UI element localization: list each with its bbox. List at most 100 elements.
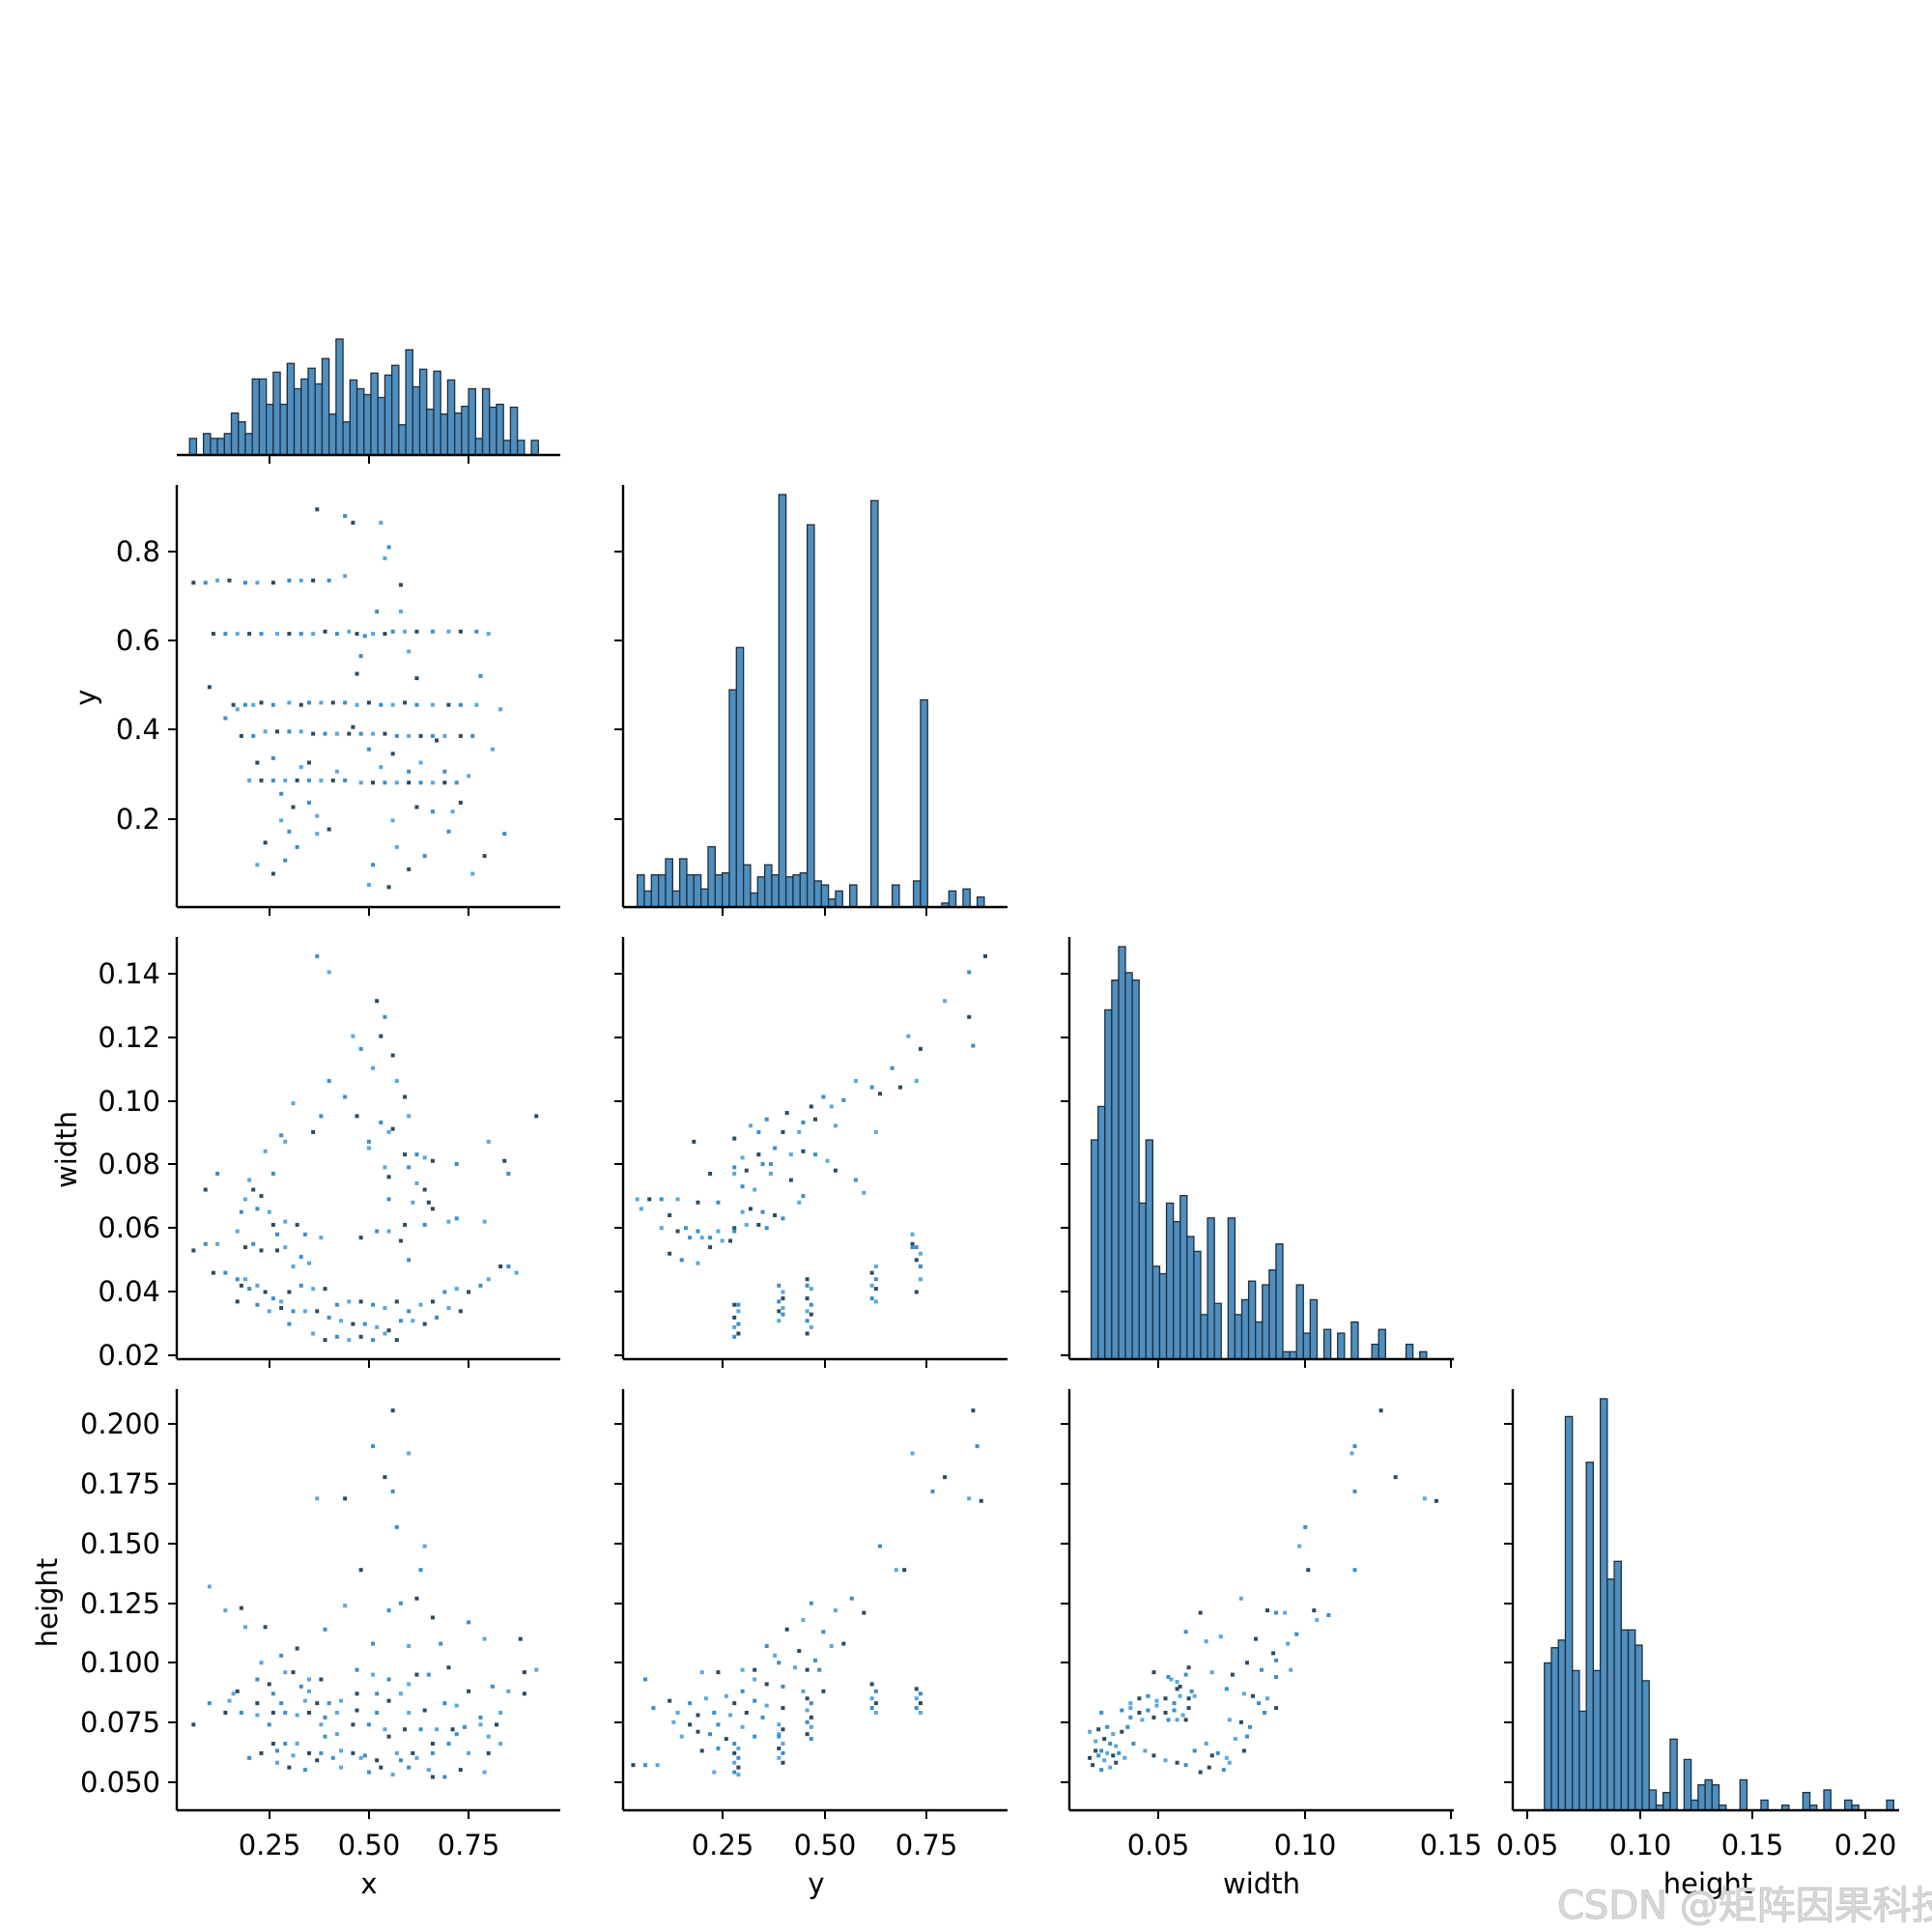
scatter-point — [334, 1732, 339, 1737]
scatter-point — [375, 1229, 380, 1234]
scatter-point — [732, 1760, 737, 1765]
scatter-point — [1186, 1696, 1191, 1701]
scatter-point — [414, 702, 419, 707]
scatter-point — [467, 1689, 471, 1693]
scatter-point — [383, 781, 387, 785]
scatter-point — [375, 610, 380, 614]
scatter-point — [211, 1270, 215, 1275]
scatter-point — [1198, 1770, 1203, 1775]
scatter-point — [943, 999, 948, 1004]
scatter-point — [247, 1178, 252, 1182]
scatter-point — [1169, 1677, 1174, 1682]
scatter-point — [307, 1689, 312, 1693]
scatter-point — [231, 1691, 236, 1696]
xtick-y-050: 0.50 — [794, 1829, 857, 1861]
scatter-point — [295, 1713, 299, 1718]
scatter-point — [267, 1682, 271, 1687]
hist-bar — [728, 689, 737, 908]
scatter-point — [259, 700, 264, 705]
hist-bar — [300, 378, 309, 456]
scatter-point — [358, 1046, 363, 1051]
hist-bar — [1104, 1009, 1113, 1360]
scatter-point — [777, 1309, 781, 1314]
scatter-point — [450, 810, 455, 814]
scatter-point — [494, 1722, 498, 1727]
scatter-point — [247, 1755, 252, 1760]
ytick-height-0100: 0.100 — [80, 1646, 160, 1679]
scatter-point — [411, 1750, 415, 1755]
scatter-point — [478, 673, 483, 678]
scatter-point — [347, 1338, 352, 1343]
scatter-point — [631, 1763, 636, 1768]
scatter-point — [371, 1302, 376, 1307]
scatter-point — [274, 632, 279, 637]
scatter-point — [474, 702, 479, 707]
scatter-point — [355, 671, 359, 676]
scatter-point — [362, 634, 367, 639]
scatter-point — [383, 632, 387, 637]
scatter-point — [327, 827, 331, 832]
scatter-point — [841, 1641, 846, 1646]
scatter-point — [355, 632, 359, 637]
scatter-point — [315, 832, 320, 837]
scatter-point — [418, 760, 423, 765]
scatter-point — [821, 1094, 826, 1099]
scatter-point — [383, 555, 387, 560]
scatter-point — [809, 1737, 813, 1742]
scatter-point — [1186, 1706, 1191, 1711]
scatter-point — [371, 1641, 376, 1646]
hist-bar — [1255, 1321, 1264, 1360]
scatter-point — [411, 1319, 415, 1323]
scatter-point — [307, 800, 312, 805]
scatter-point — [371, 1338, 376, 1343]
panel-3-1 — [614, 1389, 1008, 1819]
scatter-point — [386, 1229, 391, 1234]
scatter-point — [386, 1608, 391, 1613]
hist-bar — [1578, 1710, 1587, 1811]
scatter-point — [914, 1706, 919, 1711]
hist-bar — [1592, 1669, 1602, 1811]
ytick-width-010: 0.10 — [98, 1085, 160, 1118]
scatter-point — [862, 1190, 867, 1195]
scatter-point — [805, 1667, 810, 1672]
scatter-point — [869, 1706, 874, 1711]
scatter-point — [918, 1046, 923, 1051]
scatter-point — [1253, 1636, 1258, 1641]
scatter-point — [486, 632, 491, 637]
scatter-point — [1247, 1724, 1252, 1729]
scatter-point — [869, 1696, 874, 1701]
scatter-point — [242, 1197, 247, 1202]
scatter-point — [675, 1229, 680, 1234]
scatter-point — [251, 702, 256, 707]
scatter-point — [239, 1605, 243, 1610]
hist-bar — [244, 433, 253, 456]
scatter-point — [1099, 1768, 1104, 1773]
scatter-point — [753, 1187, 757, 1192]
hist-bar — [1405, 1343, 1414, 1360]
scatter-point — [784, 1111, 789, 1116]
scatter-point — [403, 1727, 408, 1732]
hist-bar — [1711, 1784, 1720, 1811]
scatter-point — [267, 1209, 271, 1214]
scatter-point — [315, 1758, 320, 1763]
scatter-point — [764, 1644, 769, 1649]
scatter-point — [287, 700, 292, 705]
scatter-point — [777, 1283, 781, 1288]
scatter-point — [375, 1758, 380, 1763]
xlabel-y: y — [808, 1867, 824, 1900]
scatter-point — [902, 1568, 907, 1573]
scatter-point — [1306, 1568, 1311, 1573]
scatter-point — [841, 1097, 846, 1102]
scatter-point — [744, 1711, 749, 1716]
scatter-point — [1183, 1630, 1188, 1634]
ytick-height-0150: 0.150 — [80, 1527, 160, 1560]
scatter-point — [334, 632, 339, 637]
scatter-point — [1215, 1750, 1220, 1755]
scatter-point — [390, 752, 395, 756]
scatter-point — [362, 1321, 367, 1326]
scatter-point — [801, 1617, 806, 1622]
scatter-point — [263, 1290, 268, 1294]
scatter-point — [1286, 1641, 1291, 1646]
scatter-point — [777, 1722, 781, 1727]
scatter-point — [383, 1727, 387, 1732]
